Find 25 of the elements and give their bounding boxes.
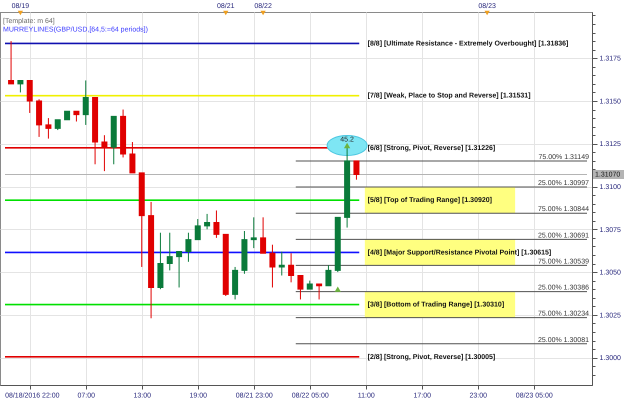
candlestick	[204, 213, 210, 230]
candlestick	[26, 80, 33, 114]
candlestick	[325, 264, 332, 286]
candlestick	[82, 80, 89, 126]
candlestick	[176, 251, 182, 288]
candlestick	[232, 266, 238, 300]
candlestick	[278, 251, 285, 276]
candlestick	[250, 216, 257, 249]
candlestick	[45, 118, 52, 140]
candlestick	[316, 284, 322, 300]
candlestick	[288, 252, 294, 283]
candlestick	[353, 160, 360, 180]
candlestick	[185, 232, 192, 262]
candlestick	[269, 244, 276, 288]
candlestick	[213, 210, 220, 238]
candlestick	[166, 232, 173, 271]
candlestick	[297, 274, 304, 300]
candlestick	[8, 40, 14, 84]
candlestick	[36, 98, 42, 138]
candlestick	[157, 232, 164, 290]
candlestick	[194, 218, 201, 240]
candlestick	[54, 119, 61, 131]
candlestick	[260, 216, 266, 254]
candlestick	[17, 80, 24, 93]
candlestick	[73, 110, 80, 122]
